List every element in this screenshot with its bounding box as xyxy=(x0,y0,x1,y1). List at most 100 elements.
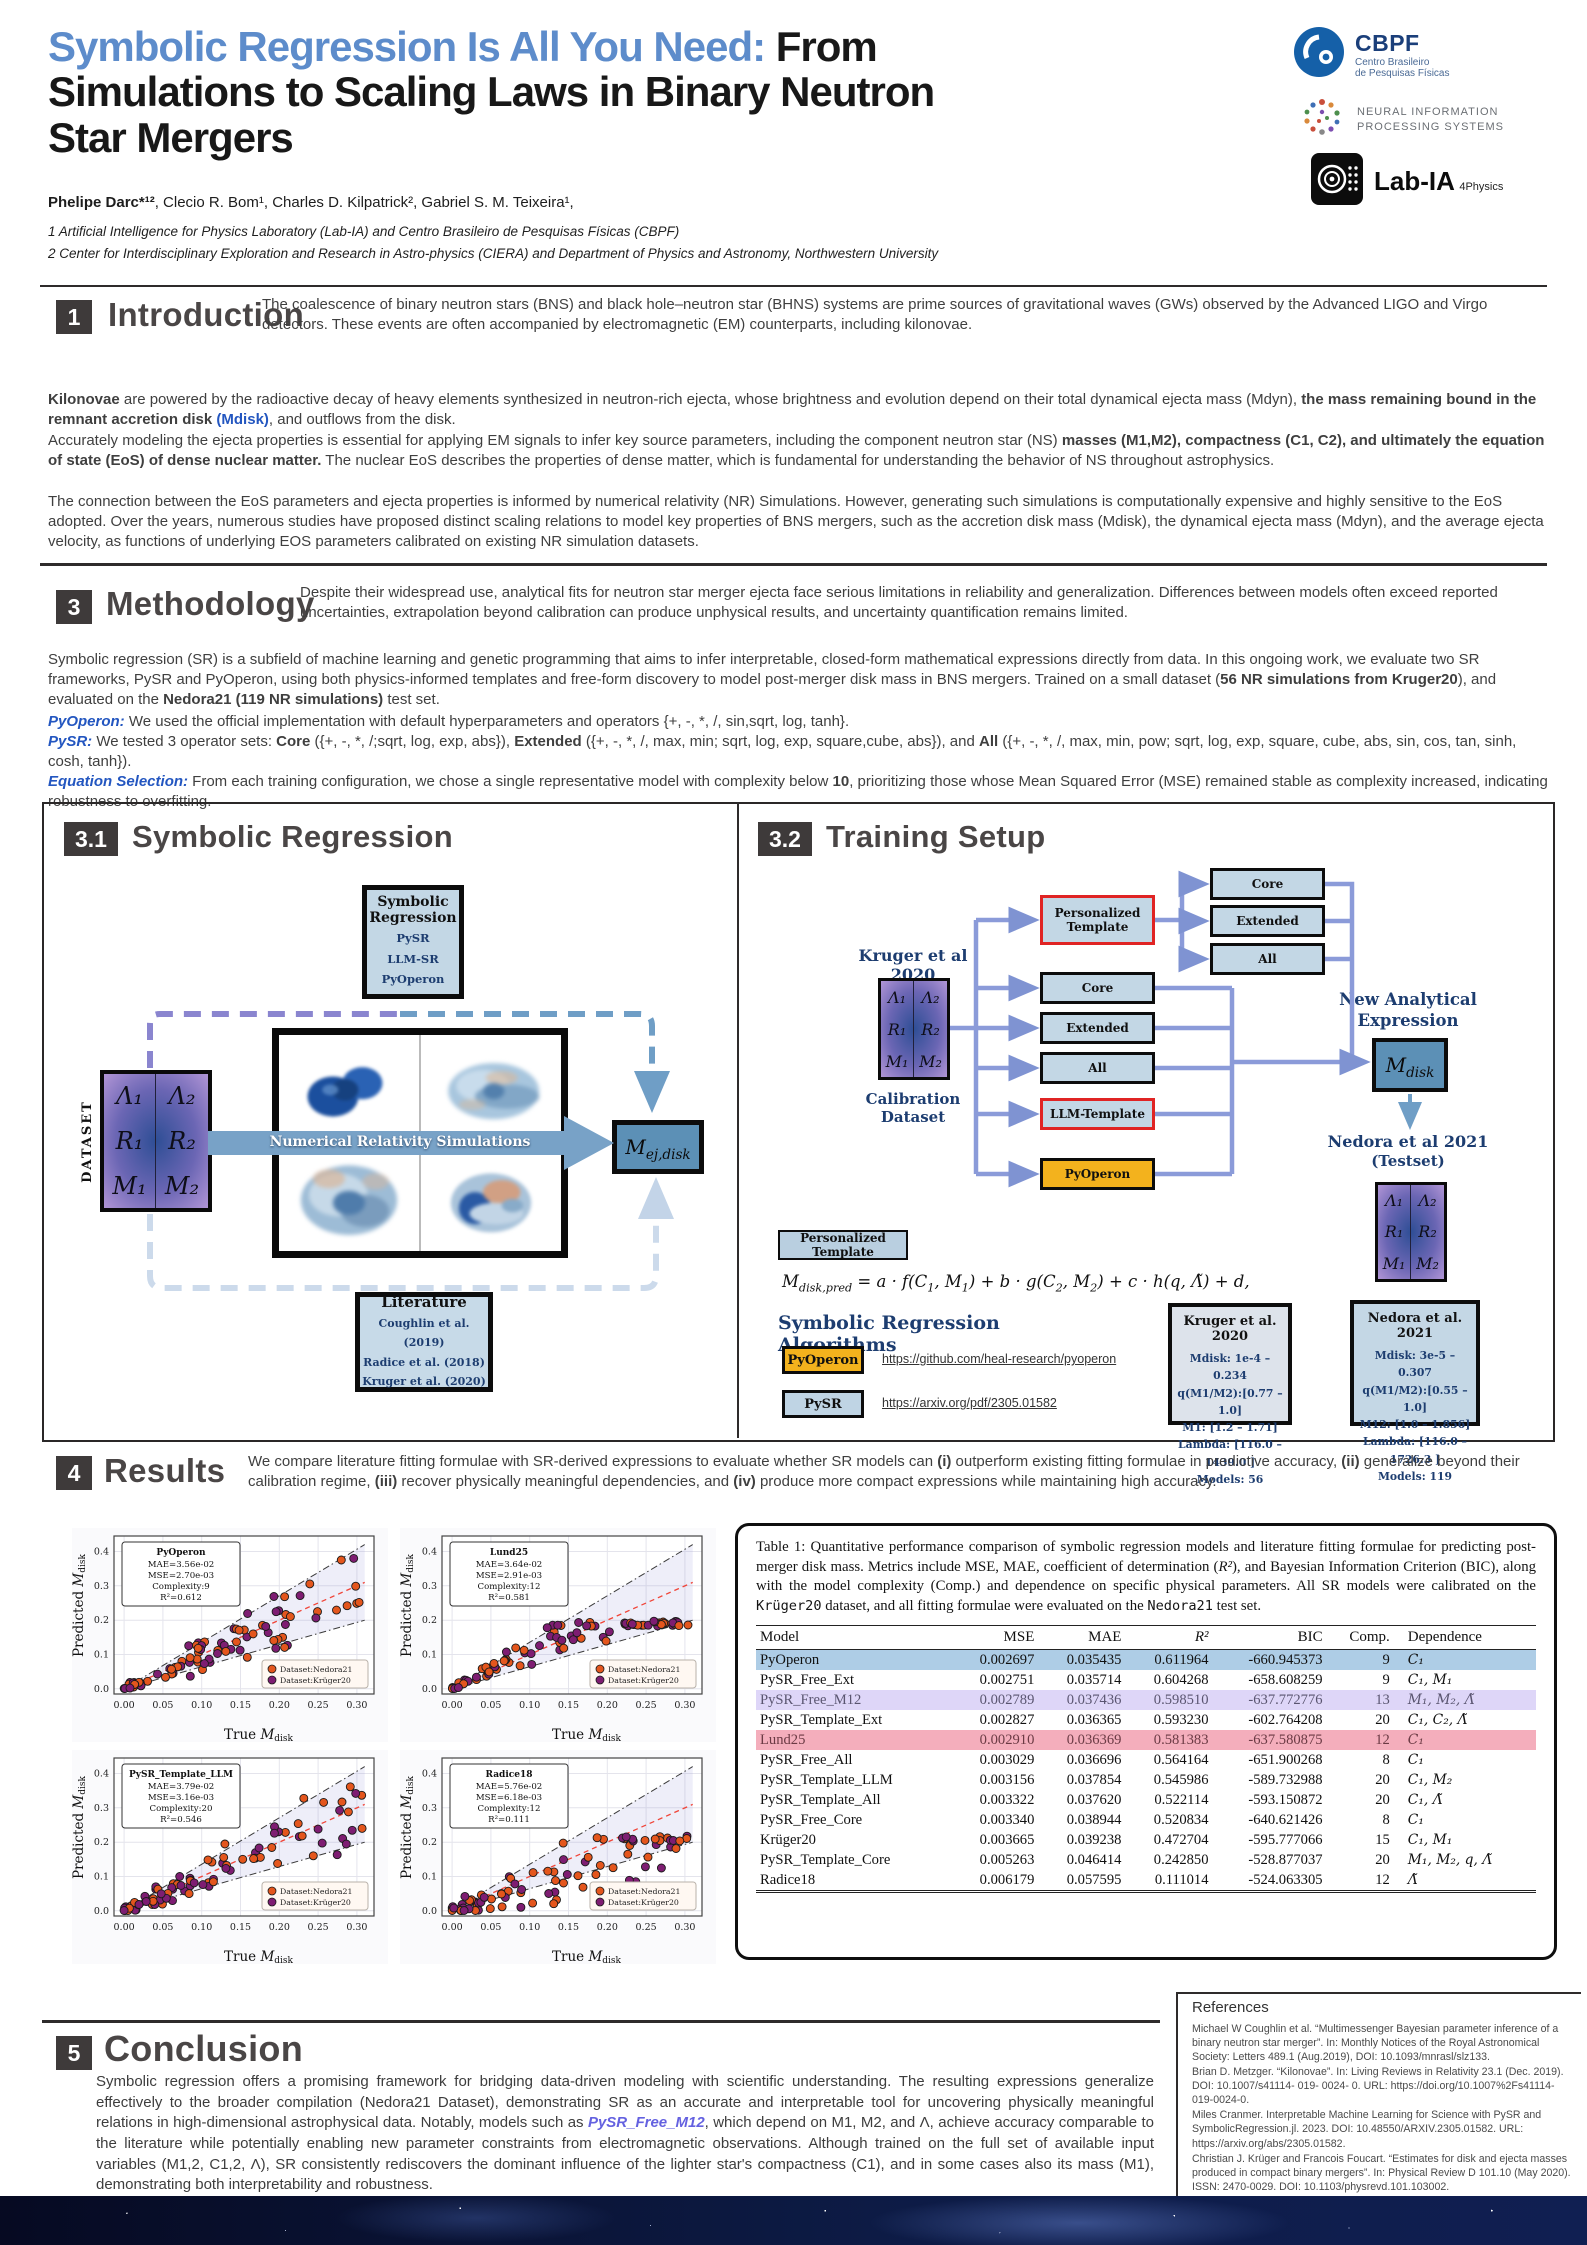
testset-matrix: Λ₁ Λ₂ R₁ R₂ M₁ M₂ xyxy=(1375,1182,1447,1282)
svg-text:0.4: 0.4 xyxy=(422,1769,437,1780)
svg-text:True Mdisk: True Mdisk xyxy=(224,1727,294,1742)
table-cell: -524.063305 xyxy=(1212,1870,1327,1894)
svg-text:0.25: 0.25 xyxy=(636,1922,657,1933)
svg-text:0.15: 0.15 xyxy=(230,1700,251,1711)
matrix-cell: Λ₂ xyxy=(168,1082,196,1111)
mej-disk-sub: ej,disk xyxy=(645,1147,691,1163)
svg-text:0.2: 0.2 xyxy=(422,1837,437,1848)
table-cell: -528.877037 xyxy=(1248,1851,1323,1868)
svg-text:0.20: 0.20 xyxy=(597,1922,618,1933)
table-cell: 12 xyxy=(1326,1870,1394,1894)
new-expression-label: New Analytical Expression xyxy=(1339,990,1477,1030)
svg-text:0.2: 0.2 xyxy=(94,1837,109,1848)
svg-text:0.4: 0.4 xyxy=(94,1547,109,1558)
svg-text:PySR_Template_LLM: PySR_Template_LLM xyxy=(129,1770,233,1780)
labia-logo: Lab-IA 4Physics xyxy=(1310,152,1503,211)
table-cell: 0.111014 xyxy=(1125,1870,1213,1894)
kruger-stats-title: Kruger et al. 2020 xyxy=(1183,1314,1277,1344)
table-cell: 0.564164 xyxy=(1153,1751,1209,1768)
table-cell: 0.036696 xyxy=(1066,1751,1122,1768)
table-cell: 0.002751 xyxy=(979,1671,1035,1688)
nr-sim-image-2 xyxy=(421,1035,561,1142)
table-cell: 0.038944 xyxy=(1066,1811,1122,1828)
intro-paragraph-2: Accurately modeling the ejecta propertie… xyxy=(48,432,1545,469)
table-cell: 0.003322 xyxy=(979,1791,1035,1808)
table-header-cell: Dependence xyxy=(1393,1625,1536,1651)
svg-text:Predicted Mdisk: Predicted Mdisk xyxy=(400,1554,416,1657)
reference-item-3: Miles Cranmer. Interpretable Machine Lea… xyxy=(1192,2109,1542,2150)
free-all-box: All xyxy=(1040,1052,1155,1084)
affiliation-1: 1 Artificial Intelligence for Physics La… xyxy=(48,224,680,239)
svg-text:True Mdisk: True Mdisk xyxy=(552,1949,622,1964)
svg-text:0.20: 0.20 xyxy=(597,1700,618,1711)
svg-text:0.30: 0.30 xyxy=(346,1922,367,1933)
svg-text:0.2: 0.2 xyxy=(94,1615,109,1626)
labia-icon xyxy=(1310,152,1364,211)
svg-text:MAE=5.76e-02: MAE=5.76e-02 xyxy=(476,1782,543,1792)
reference-item-2: Brian D. Metzger. “Kilonovae”. In: Livin… xyxy=(1192,2066,1564,2107)
scatter-plot-lund25: 0.00 0.05 0.10 0.15 0.20 0.25 0.30 0.0 0.1 0.2 0.3… xyxy=(399,1528,716,1744)
svg-text:MAE=3.79e-02: MAE=3.79e-02 xyxy=(148,1782,215,1792)
neurips-logo: NEURAL INFORMATION PROCESSING SYSTEMS xyxy=(1297,92,1504,147)
svg-text:MSE=6.18e-03: MSE=6.18e-03 xyxy=(476,1793,542,1803)
table-cell: C₁, C₂, Λ̃ xyxy=(1407,1712,1468,1729)
svg-text:0.0: 0.0 xyxy=(94,1684,109,1695)
results-table-box: Table 1: Quantitative performance compar… xyxy=(735,1523,1557,1960)
svg-text:Complexity:9: Complexity:9 xyxy=(152,1582,210,1592)
table-cell: PySR_Free_Ext xyxy=(760,1671,855,1688)
nr-arrow-label: Numerical Relativity Simulations xyxy=(269,1134,531,1150)
conclusion-body: Symbolic regression offers a promising f… xyxy=(96,2073,1154,2194)
nr-sim-image-4 xyxy=(421,1144,561,1251)
table-cell: -637.772776 xyxy=(1248,1691,1323,1708)
table-row: Radice18 0.006179 0.057595 0.111014 -524.063… xyxy=(756,1870,1536,1894)
pysr-link[interactable]: https://arxiv.org/pdf/2305.01582 xyxy=(882,1396,1057,1410)
matrix-cell: Λ₁ xyxy=(1378,1185,1411,1217)
nedora-testset-label: Nedora et al 2021 (Testset) xyxy=(1327,1132,1489,1170)
table-row: PyOperon 0.002697 0.035435 0.611964 -660.945… xyxy=(756,1649,1536,1671)
svg-text:0.1: 0.1 xyxy=(94,1872,109,1883)
svg-text:Dataset:Krüger20: Dataset:Krüger20 xyxy=(280,1898,351,1907)
matrix-cell: R₁ xyxy=(1378,1216,1411,1248)
svg-text:0.10: 0.10 xyxy=(519,1922,540,1933)
svg-text:0.30: 0.30 xyxy=(674,1700,695,1711)
literature-item-kruger: Kruger et al. (2020) xyxy=(362,1374,486,1388)
pyoperon-link[interactable]: https://github.com/heal-research/pyopero… xyxy=(882,1352,1117,1366)
svg-text:0.10: 0.10 xyxy=(191,1922,212,1933)
svg-text:0.00: 0.00 xyxy=(442,1922,463,1933)
references-block: References Michael W Coughlin et al. “Mu… xyxy=(1192,1998,1575,2195)
table-cell: 20 xyxy=(1375,1791,1390,1808)
table-cell: -589.732988 xyxy=(1248,1771,1323,1788)
table-row: PySR_Template_All 0.003322 0.037620 0.52211… xyxy=(756,1790,1536,1810)
svg-text:0.3: 0.3 xyxy=(422,1803,437,1814)
table-cell: -658.608259 xyxy=(1248,1671,1323,1688)
svg-text:Predicted Mdisk: Predicted Mdisk xyxy=(72,1776,88,1879)
results-side-text: We compare literature fitting formulae w… xyxy=(248,1453,1520,1490)
svg-text:Dataset:Nedora21: Dataset:Nedora21 xyxy=(280,1665,352,1674)
table-header-cell: MAE xyxy=(1038,1625,1126,1651)
table-cell: PySR_Template_Ext xyxy=(760,1711,883,1728)
table-cell: PySR_Template_Core xyxy=(760,1851,891,1868)
nr-sim-image-1 xyxy=(279,1035,419,1142)
svg-text:Dataset:Krüger20: Dataset:Krüger20 xyxy=(608,1676,679,1685)
table-cell: 0.039238 xyxy=(1066,1831,1122,1848)
svg-text:0.00: 0.00 xyxy=(114,1922,135,1933)
methodology-paragraph-1: Symbolic regression (SR) is a subfield o… xyxy=(48,651,1497,708)
neurips-icon xyxy=(1297,92,1347,147)
table-cell: 0.002910 xyxy=(979,1731,1035,1748)
table-cell: PySR_Template_LLM xyxy=(760,1771,893,1788)
diagram-column-divider xyxy=(737,802,739,1438)
table-cell: 13 xyxy=(1375,1691,1390,1708)
sr-box-item-pysr: PySR xyxy=(396,931,430,946)
svg-text:Radice18: Radice18 xyxy=(486,1770,533,1780)
results-table-body: PyOperon 0.002697 0.035435 0.611964 -660.945… xyxy=(756,1649,1536,1894)
table-cell: C₁ xyxy=(1407,1752,1424,1769)
table-cell: Λ̃ xyxy=(1393,1870,1536,1894)
personalized-template-box: Personalized Template xyxy=(1040,895,1155,945)
svg-text:0.30: 0.30 xyxy=(674,1922,695,1933)
intro-paragraph-3: The connection between the EoS parameter… xyxy=(48,493,1544,550)
svg-text:PyOperon: PyOperon xyxy=(156,1548,206,1558)
table-caption: Table 1: Quantitative performance compar… xyxy=(756,1539,1536,1614)
svg-text:R²=0.612: R²=0.612 xyxy=(160,1593,202,1603)
table-cell: 20 xyxy=(1375,1851,1390,1868)
table-row: PySR_Free_M12 0.002789 0.037436 0.598510 -63… xyxy=(756,1690,1536,1711)
